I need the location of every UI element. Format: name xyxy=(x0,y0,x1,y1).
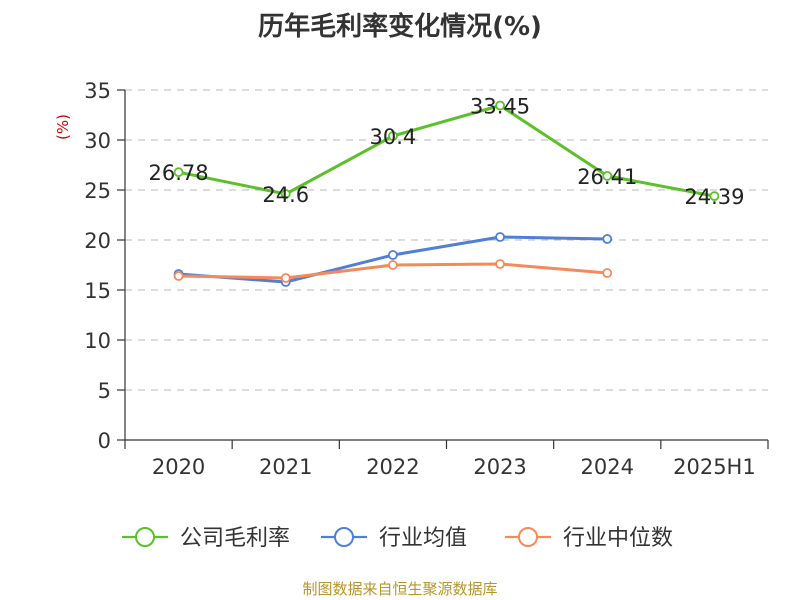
data-label: 26.78 xyxy=(149,161,209,185)
legend-label: 行业均值 xyxy=(379,526,467,551)
data-point xyxy=(495,232,505,242)
data-point xyxy=(173,167,184,178)
series-lines xyxy=(173,100,720,287)
data-point xyxy=(709,191,720,202)
data-labels: 26.78 24.6 30.4 33.45 26.41 24.39 xyxy=(149,95,745,210)
data-point xyxy=(495,100,505,111)
y-tick-label: 15 xyxy=(84,279,111,303)
data-label: 33.45 xyxy=(470,95,530,119)
legend-label: 公司毛利率 xyxy=(180,526,290,551)
source-note: 制图数据来自恒生聚源数据库 xyxy=(302,580,498,598)
series-line xyxy=(178,104,715,198)
legend-label: 行业中位数 xyxy=(563,526,673,551)
data-point xyxy=(173,271,184,281)
x-tick-label: 2025H1 xyxy=(673,455,756,479)
y-axis-label: (%) xyxy=(54,114,72,140)
data-label: 30.4 xyxy=(370,125,417,149)
x-tick-label: 2024 xyxy=(581,455,634,479)
data-point xyxy=(388,131,398,141)
data-label: 26.41 xyxy=(577,165,637,189)
data-label: 24.39 xyxy=(684,185,744,209)
data-point xyxy=(388,260,398,270)
axes: 0 5 10 15 20 25 30 35 2020 2021 2022 2023 2024 2025H1 xyxy=(84,79,769,479)
y-tick-label: 25 xyxy=(84,179,111,203)
y-tick-label: 20 xyxy=(84,229,111,253)
grid-lines xyxy=(125,89,768,391)
y-tick-label: 5 xyxy=(98,379,111,403)
data-point xyxy=(280,273,291,283)
data-point xyxy=(280,189,291,199)
data-point xyxy=(495,259,505,269)
legend: 公司毛利率 行业均值 行业中位数 xyxy=(122,526,673,551)
data-point xyxy=(602,268,613,278)
y-tick-label: 0 xyxy=(98,429,111,453)
x-tick-label: 2021 xyxy=(259,455,312,479)
y-tick-label: 30 xyxy=(84,129,111,153)
x-tick-label: 2020 xyxy=(152,455,205,479)
y-tick-label: 35 xyxy=(84,79,111,103)
x-tick-label: 2023 xyxy=(473,455,526,479)
y-tick-label: 10 xyxy=(84,329,111,353)
legend-marker xyxy=(518,527,538,547)
data-label: 24.6 xyxy=(262,183,309,207)
x-tick-label: 2022 xyxy=(366,455,419,479)
chart-title: 历年毛利率变化情况(%) xyxy=(258,12,542,42)
data-point xyxy=(602,234,613,244)
legend-marker xyxy=(334,527,354,547)
data-point xyxy=(602,170,613,181)
legend-marker xyxy=(135,527,155,547)
data-point xyxy=(388,250,398,260)
